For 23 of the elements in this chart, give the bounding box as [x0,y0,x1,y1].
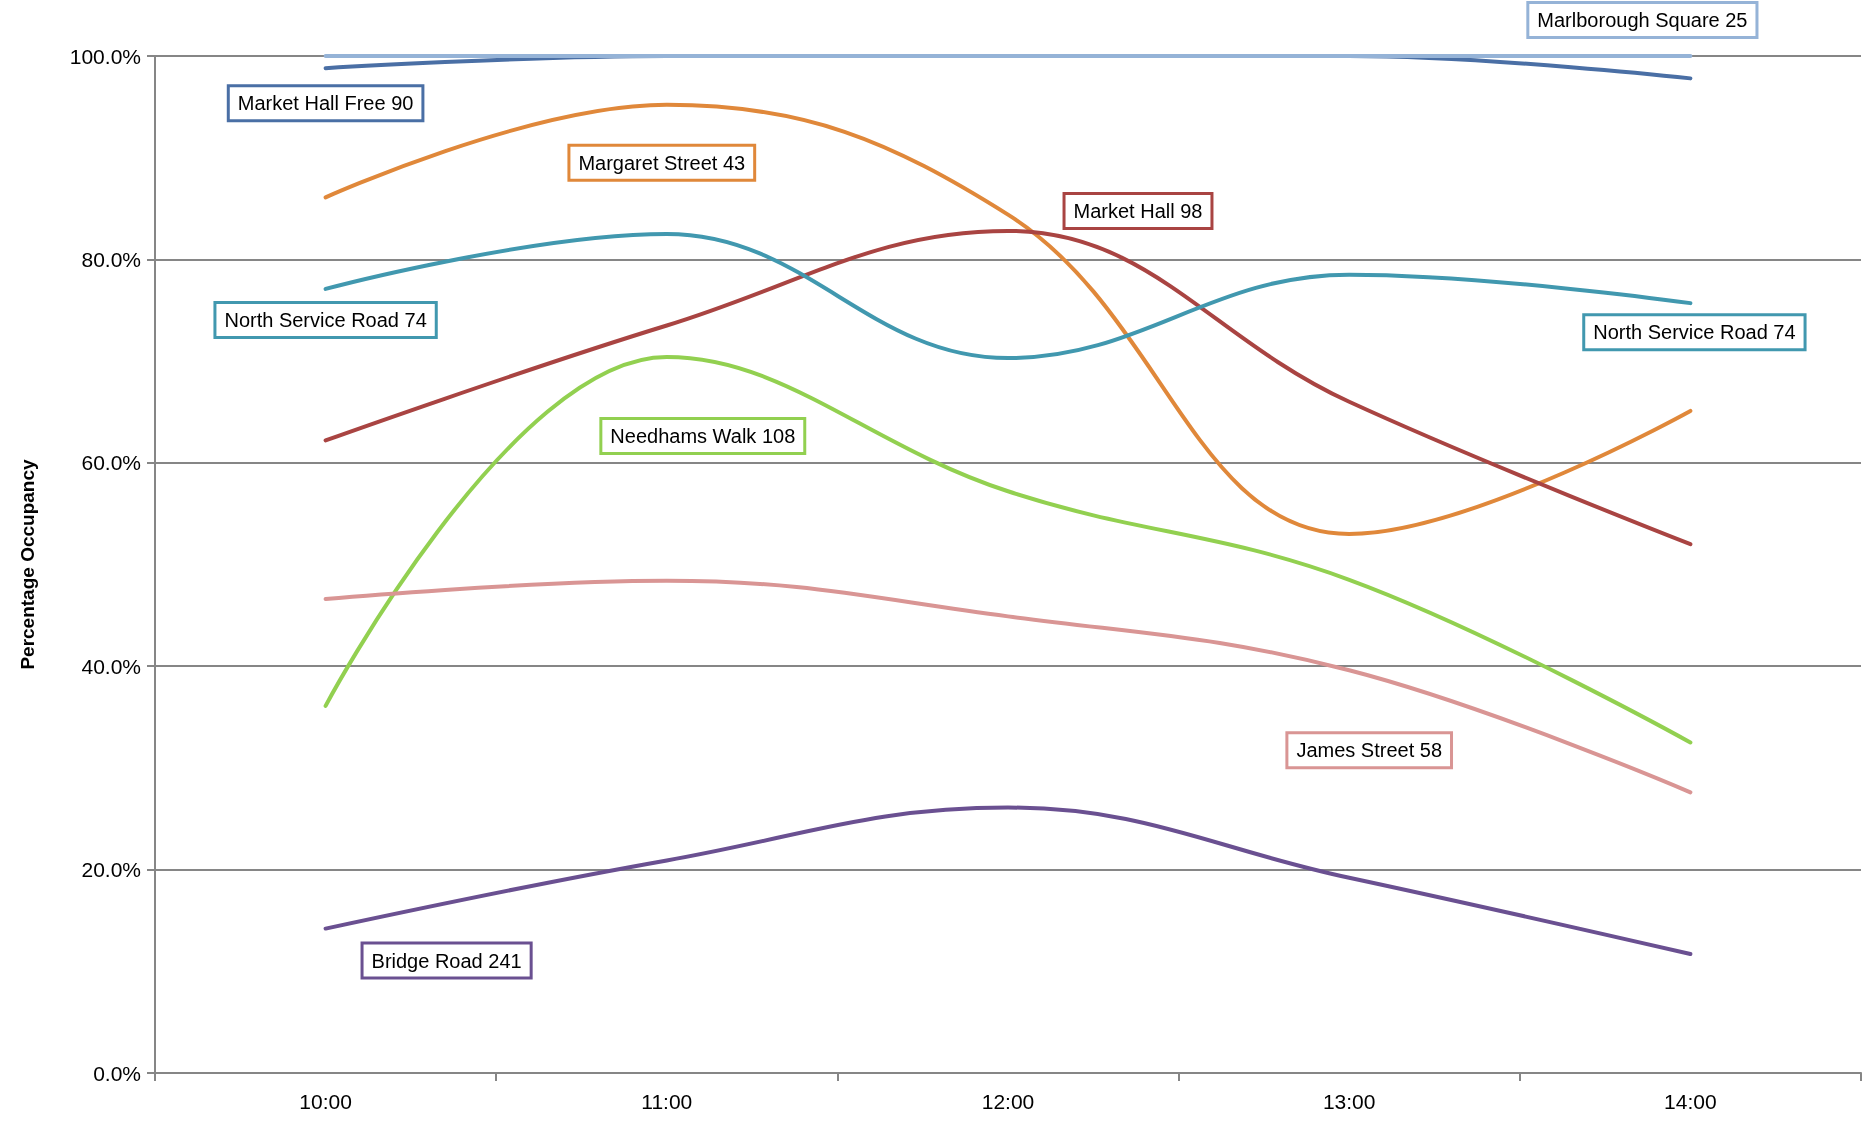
series-label: Market Hall Free 90 [237,92,414,115]
x-tick-label: 12:00 [981,1090,1035,1113]
x-tick-label: 10:00 [299,1090,352,1113]
series-label: North Service Road 74 [224,308,427,331]
series-label: Margaret Street 43 [578,151,746,174]
series-label: Market Hall 98 [1073,199,1203,222]
series-label: James Street 58 [1296,739,1443,762]
y-axis-title: Percentage Occupancy [17,458,38,670]
series-label: Bridge Road 241 [371,949,522,972]
series-label: Needhams Walk 108 [610,425,796,448]
line-series [323,355,1693,745]
y-tick-label: 100.0% [69,44,141,68]
line-series [323,578,1693,795]
x-tick-label: 14:00 [1664,1090,1717,1113]
y-tick-label: 20.0% [81,858,141,882]
x-tick-label: 11:00 [641,1090,693,1113]
series-label: Marlborough Square 25 [1537,9,1748,31]
y-tick-label: 0.0% [93,1061,141,1085]
y-tick-label: 80.0% [81,247,141,271]
y-tick-label: 40.0% [81,654,141,678]
x-tick-label: 13:00 [1322,1090,1376,1113]
annotation: North Service Road 74 [1593,321,1796,344]
y-tick-label: 60.0% [81,451,141,475]
